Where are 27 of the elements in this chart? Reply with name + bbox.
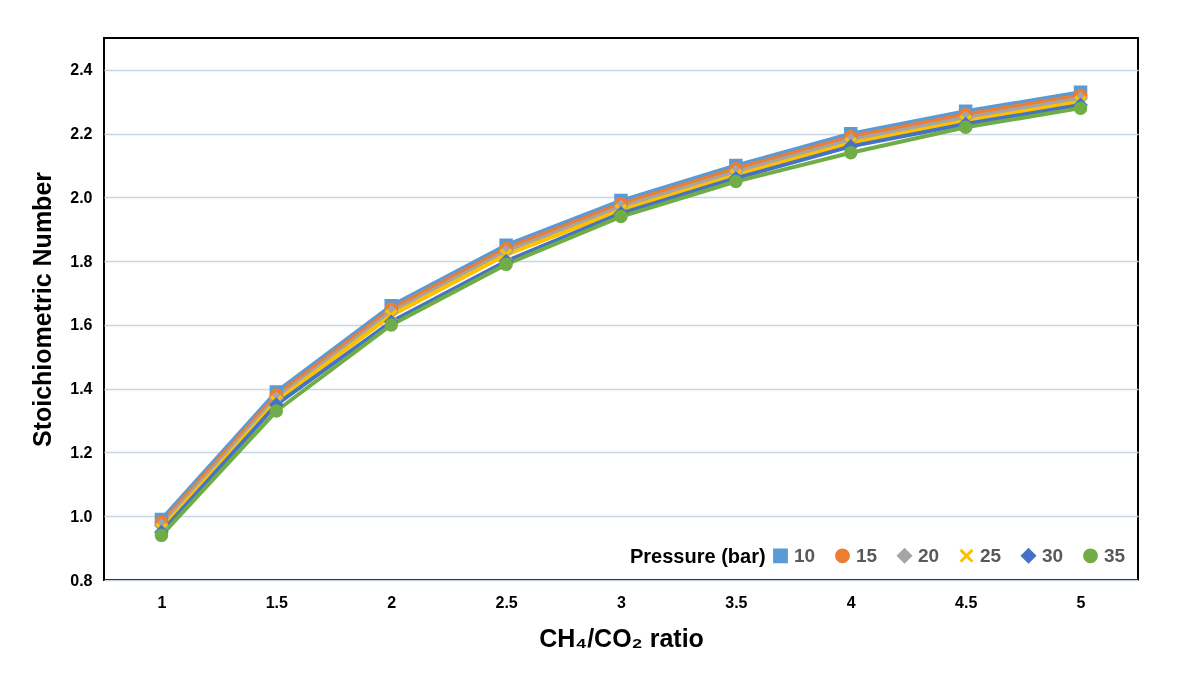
y-tick-label: 1.4 bbox=[70, 380, 93, 398]
y-tick-label: 2.4 bbox=[70, 61, 93, 79]
legend-title: Pressure (bar) bbox=[630, 545, 766, 567]
y-tick-label: 2.0 bbox=[70, 188, 93, 206]
y-tick-label: 1.6 bbox=[70, 316, 93, 334]
legend-label: 30 bbox=[1042, 544, 1064, 566]
legend-label: 20 bbox=[918, 544, 940, 566]
x-tick-label: 5 bbox=[1076, 593, 1086, 611]
y-tick-label: 2.2 bbox=[70, 125, 93, 143]
y-tick-label: 1.0 bbox=[70, 507, 93, 525]
y-tick-label: 1.2 bbox=[70, 443, 93, 461]
y-axis-title: Stoichiometric Number bbox=[28, 171, 57, 448]
x-tick-label: 1.5 bbox=[265, 593, 289, 611]
x-tick-label: 2 bbox=[387, 593, 397, 611]
legend-label: 35 bbox=[1104, 544, 1126, 566]
legend-label: 15 bbox=[856, 544, 878, 566]
x-tick-label: 2.5 bbox=[495, 593, 518, 611]
legend-label: 25 bbox=[980, 544, 1002, 566]
x-tick-label: 3.5 bbox=[725, 593, 748, 611]
x-tick-label: 1 bbox=[157, 593, 167, 611]
x-tick-label: 3 bbox=[617, 593, 627, 611]
y-tick-label: 1.8 bbox=[70, 252, 93, 270]
legend-label: 10 bbox=[794, 544, 816, 566]
y-tick-label: 0.8 bbox=[70, 571, 93, 589]
x-tick-label: 4.5 bbox=[955, 593, 978, 611]
x-axis-title: CH₄/CO₂ ratio bbox=[539, 623, 704, 652]
x-tick-label: 4 bbox=[846, 593, 856, 611]
